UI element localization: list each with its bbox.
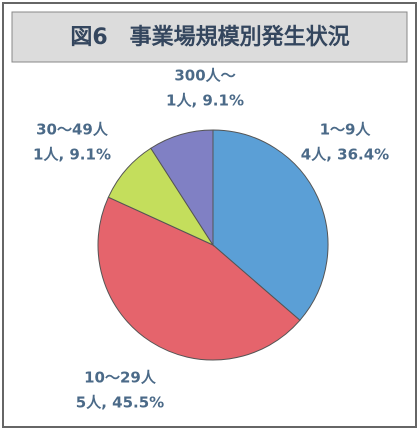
category-label: 10～29人	[84, 369, 157, 387]
title-box	[11, 11, 408, 63]
chart-title: 図6 事業場規模別発生状況	[70, 24, 349, 50]
value-label: 4人, 36.4%	[301, 146, 389, 164]
value-label: 1人, 9.1%	[33, 146, 111, 164]
pie-slice	[97, 196, 301, 361]
value-label: 1人, 9.1%	[166, 92, 244, 110]
pie-slice	[212, 129, 329, 322]
category-label: 30～49人	[36, 121, 109, 139]
value-label: 5人, 45.5%	[76, 394, 164, 412]
pie-slice	[150, 129, 214, 247]
category-label: 300人～	[174, 67, 235, 85]
category-label: 1～9人	[320, 121, 372, 139]
